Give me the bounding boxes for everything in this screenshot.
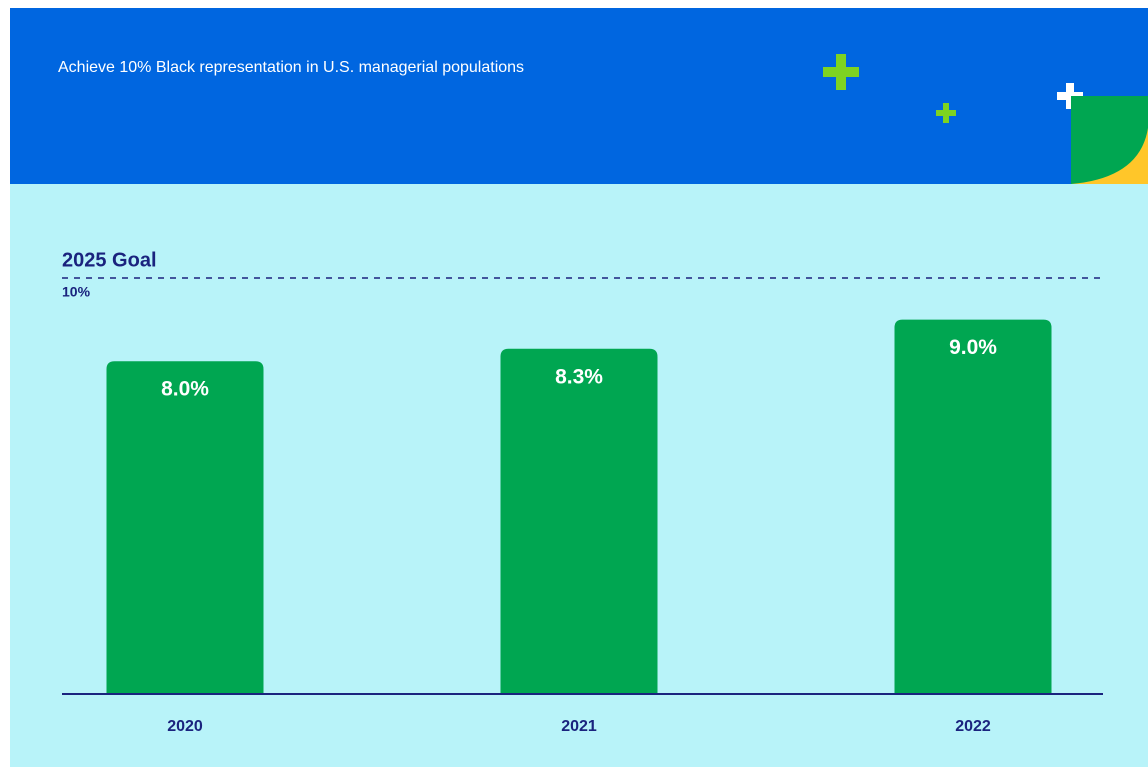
value-label: 9.0% (949, 336, 997, 359)
goal-title: 2025 Goal (62, 249, 157, 271)
bar (107, 361, 264, 694)
bar (895, 320, 1052, 694)
goal-label: 10% (62, 284, 91, 300)
chart-title: Achieve 10% Black representation in U.S.… (58, 59, 524, 76)
value-label: 8.0% (161, 378, 209, 401)
x-tick-label: 2021 (561, 718, 597, 735)
bar (501, 349, 658, 694)
x-tick-label: 2020 (167, 718, 203, 735)
x-tick-label: 2022 (955, 718, 991, 735)
value-label: 8.3% (555, 365, 603, 388)
chart: Achieve 10% Black representation in U.S.… (0, 0, 1148, 767)
header-band (10, 8, 1148, 184)
